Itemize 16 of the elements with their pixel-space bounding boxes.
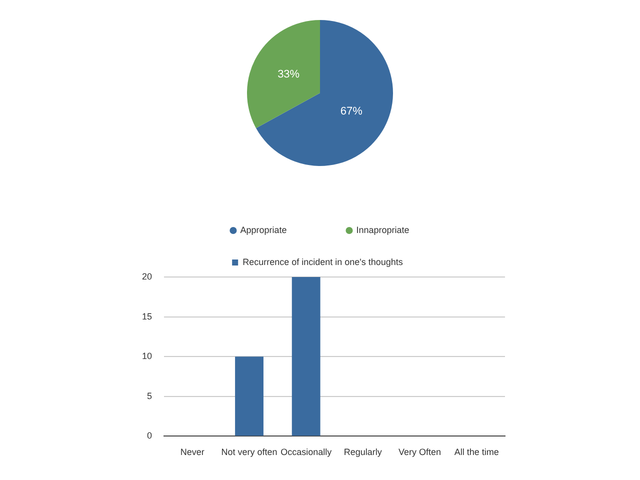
x-tick-label: Regularly [344,447,382,458]
legend-label: Recurrence of incident in one's thoughts [242,256,404,267]
x-tick-label: Never [180,447,204,458]
x-tick-label: Occasionally [280,447,332,458]
y-tick-label: 0 [146,430,152,441]
x-tick-label: All the time [454,447,499,458]
x-tick-label: Very Often [398,447,442,458]
legend-label: Innapropriate [356,224,410,235]
y-tick-label: 10 [142,351,152,362]
legend-label: Appropriate [240,224,287,235]
data-label: 67% [340,106,363,118]
x-tick-label: Not very often [221,447,278,458]
data-label: 33% [278,68,300,80]
y-tick-label: 20 [142,271,152,282]
y-tick-label: 15 [142,311,152,322]
y-tick-label: 5 [146,390,152,401]
